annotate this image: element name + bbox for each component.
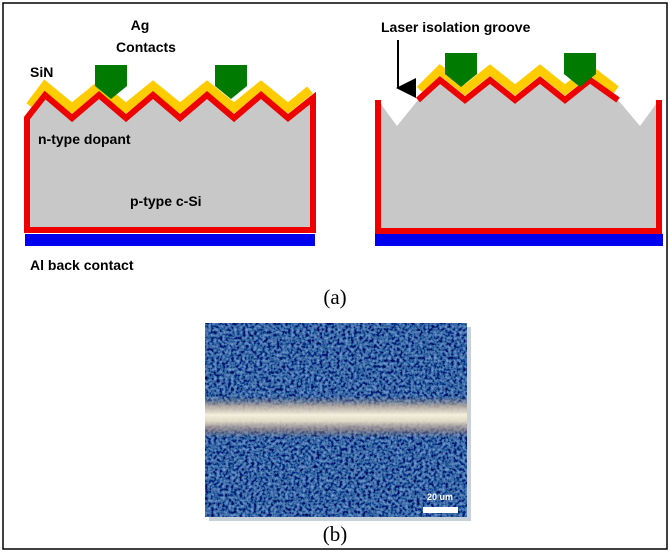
label: Contacts xyxy=(116,39,176,55)
caption: (a) xyxy=(323,285,346,309)
al-layer xyxy=(25,234,315,246)
laser-groove xyxy=(205,396,467,438)
label: n-type dopant xyxy=(38,131,131,147)
label: Ag xyxy=(131,17,150,33)
label: SiN xyxy=(30,64,53,80)
label: Al back contact xyxy=(30,257,134,273)
caption: (b) xyxy=(323,522,348,546)
scale-bar xyxy=(423,507,458,513)
label: p-type c-Si xyxy=(130,193,202,209)
figure: Ag Contacts SiN n-type dopant p-type c-S… xyxy=(0,0,670,551)
label: Laser isolation groove xyxy=(381,19,531,35)
cell-body xyxy=(378,80,659,231)
scale-label: 20 um xyxy=(427,492,453,502)
al-layer xyxy=(375,234,663,246)
